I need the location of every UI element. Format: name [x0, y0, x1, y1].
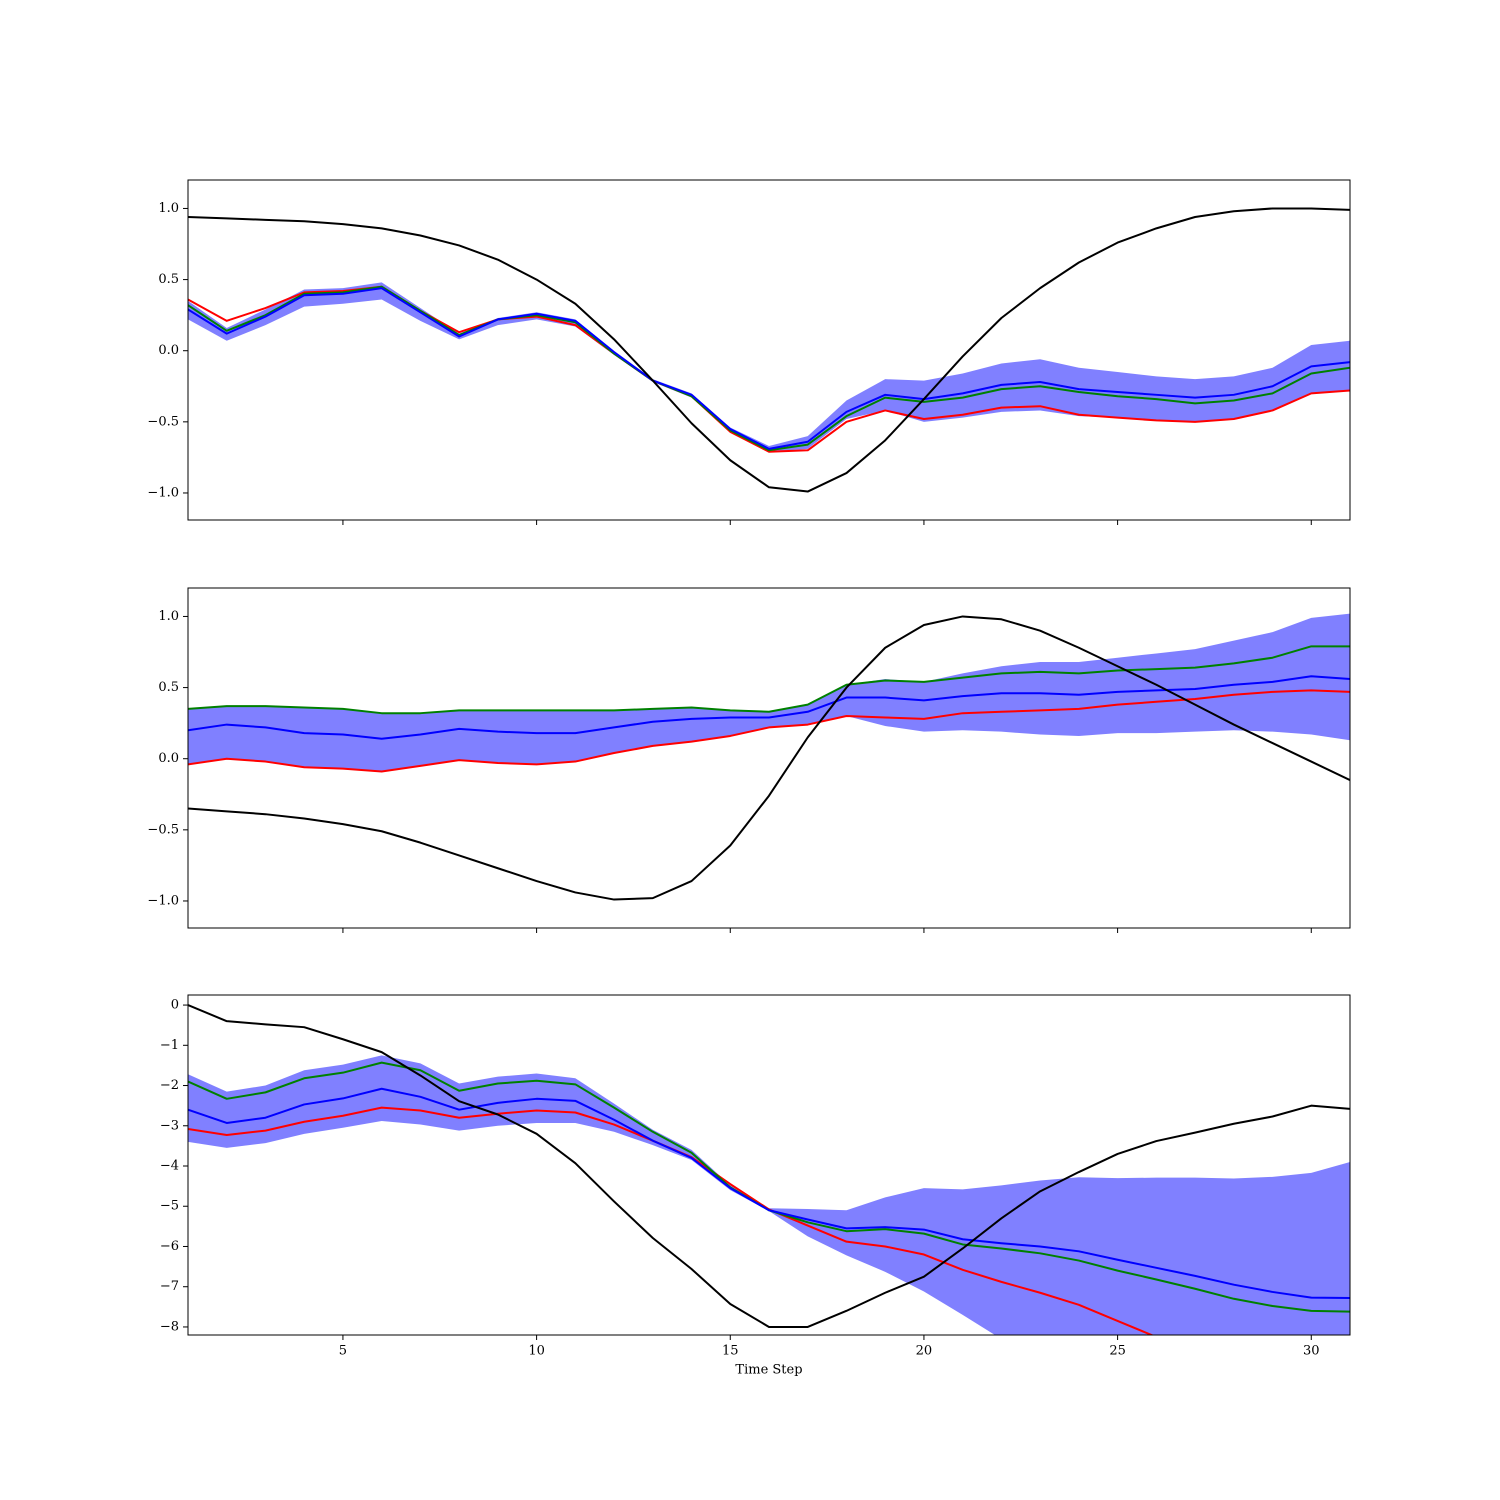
- series-line: [188, 207, 1350, 493]
- y-tick-label: 0: [171, 998, 179, 1013]
- series-line: [188, 615, 1350, 901]
- series-line: [188, 645, 1350, 715]
- x-axis-label: Time Step: [735, 1363, 802, 1378]
- axes-frame: [187, 994, 1351, 1336]
- y-tick-label: −5: [160, 1199, 179, 1214]
- x-tick-label: 30: [1303, 1344, 1320, 1359]
- y-tick-label: −0.5: [147, 414, 179, 429]
- y-tick-label: 0.0: [158, 751, 179, 766]
- subplot: −1.0 −0.5 0.0 0.5 1.0: [147, 587, 1351, 933]
- x-tick-label: 5: [339, 1344, 347, 1359]
- x-tick-label: 20: [916, 1344, 933, 1359]
- subplot: −8 −7 −6 −5 −4 −3 −2 −1 0 5 10 15 20 25 30 Time Step: [160, 994, 1351, 1378]
- y-tick-label: 0.5: [158, 680, 179, 695]
- y-tick-label: −1.0: [147, 485, 179, 500]
- y-tick-label: −1.0: [147, 893, 179, 908]
- x-tick-label: 25: [1109, 1344, 1126, 1359]
- y-tick-label: 1.0: [158, 609, 179, 624]
- axes-frame: [187, 587, 1351, 929]
- series-line: [188, 287, 1350, 450]
- subplot: −1.0 −0.5 0.0 0.5 1.0: [147, 179, 1351, 525]
- y-tick-label: −6: [160, 1239, 179, 1254]
- series-line: [188, 675, 1350, 740]
- y-tick-label: 1.0: [158, 201, 179, 216]
- y-tick-label: −1: [160, 1038, 179, 1053]
- y-tick-label: −3: [160, 1118, 179, 1133]
- y-tick-label: −8: [160, 1319, 179, 1334]
- y-tick-label: 0.5: [158, 272, 179, 287]
- band: [188, 613, 1350, 772]
- band: [188, 282, 1350, 452]
- y-tick-label: −4: [160, 1159, 179, 1174]
- x-tick-label: 10: [528, 1344, 545, 1359]
- series-line: [188, 285, 1350, 453]
- plot-area: [188, 207, 1350, 493]
- band: [188, 1055, 1350, 1335]
- series-line: [188, 1004, 1350, 1328]
- axes-frame: [187, 179, 1351, 521]
- y-tick-label: −2: [160, 1078, 179, 1093]
- plot-area: [188, 613, 1350, 901]
- y-tick-label: −0.5: [147, 822, 179, 837]
- series-line: [188, 285, 1350, 452]
- y-tick-label: −7: [160, 1279, 179, 1294]
- series-line: [188, 1087, 1350, 1299]
- plot-area: [188, 1004, 1350, 1335]
- y-tick-label: 0.0: [158, 343, 179, 358]
- series-line: [188, 689, 1350, 773]
- x-tick-label: 15: [722, 1344, 739, 1359]
